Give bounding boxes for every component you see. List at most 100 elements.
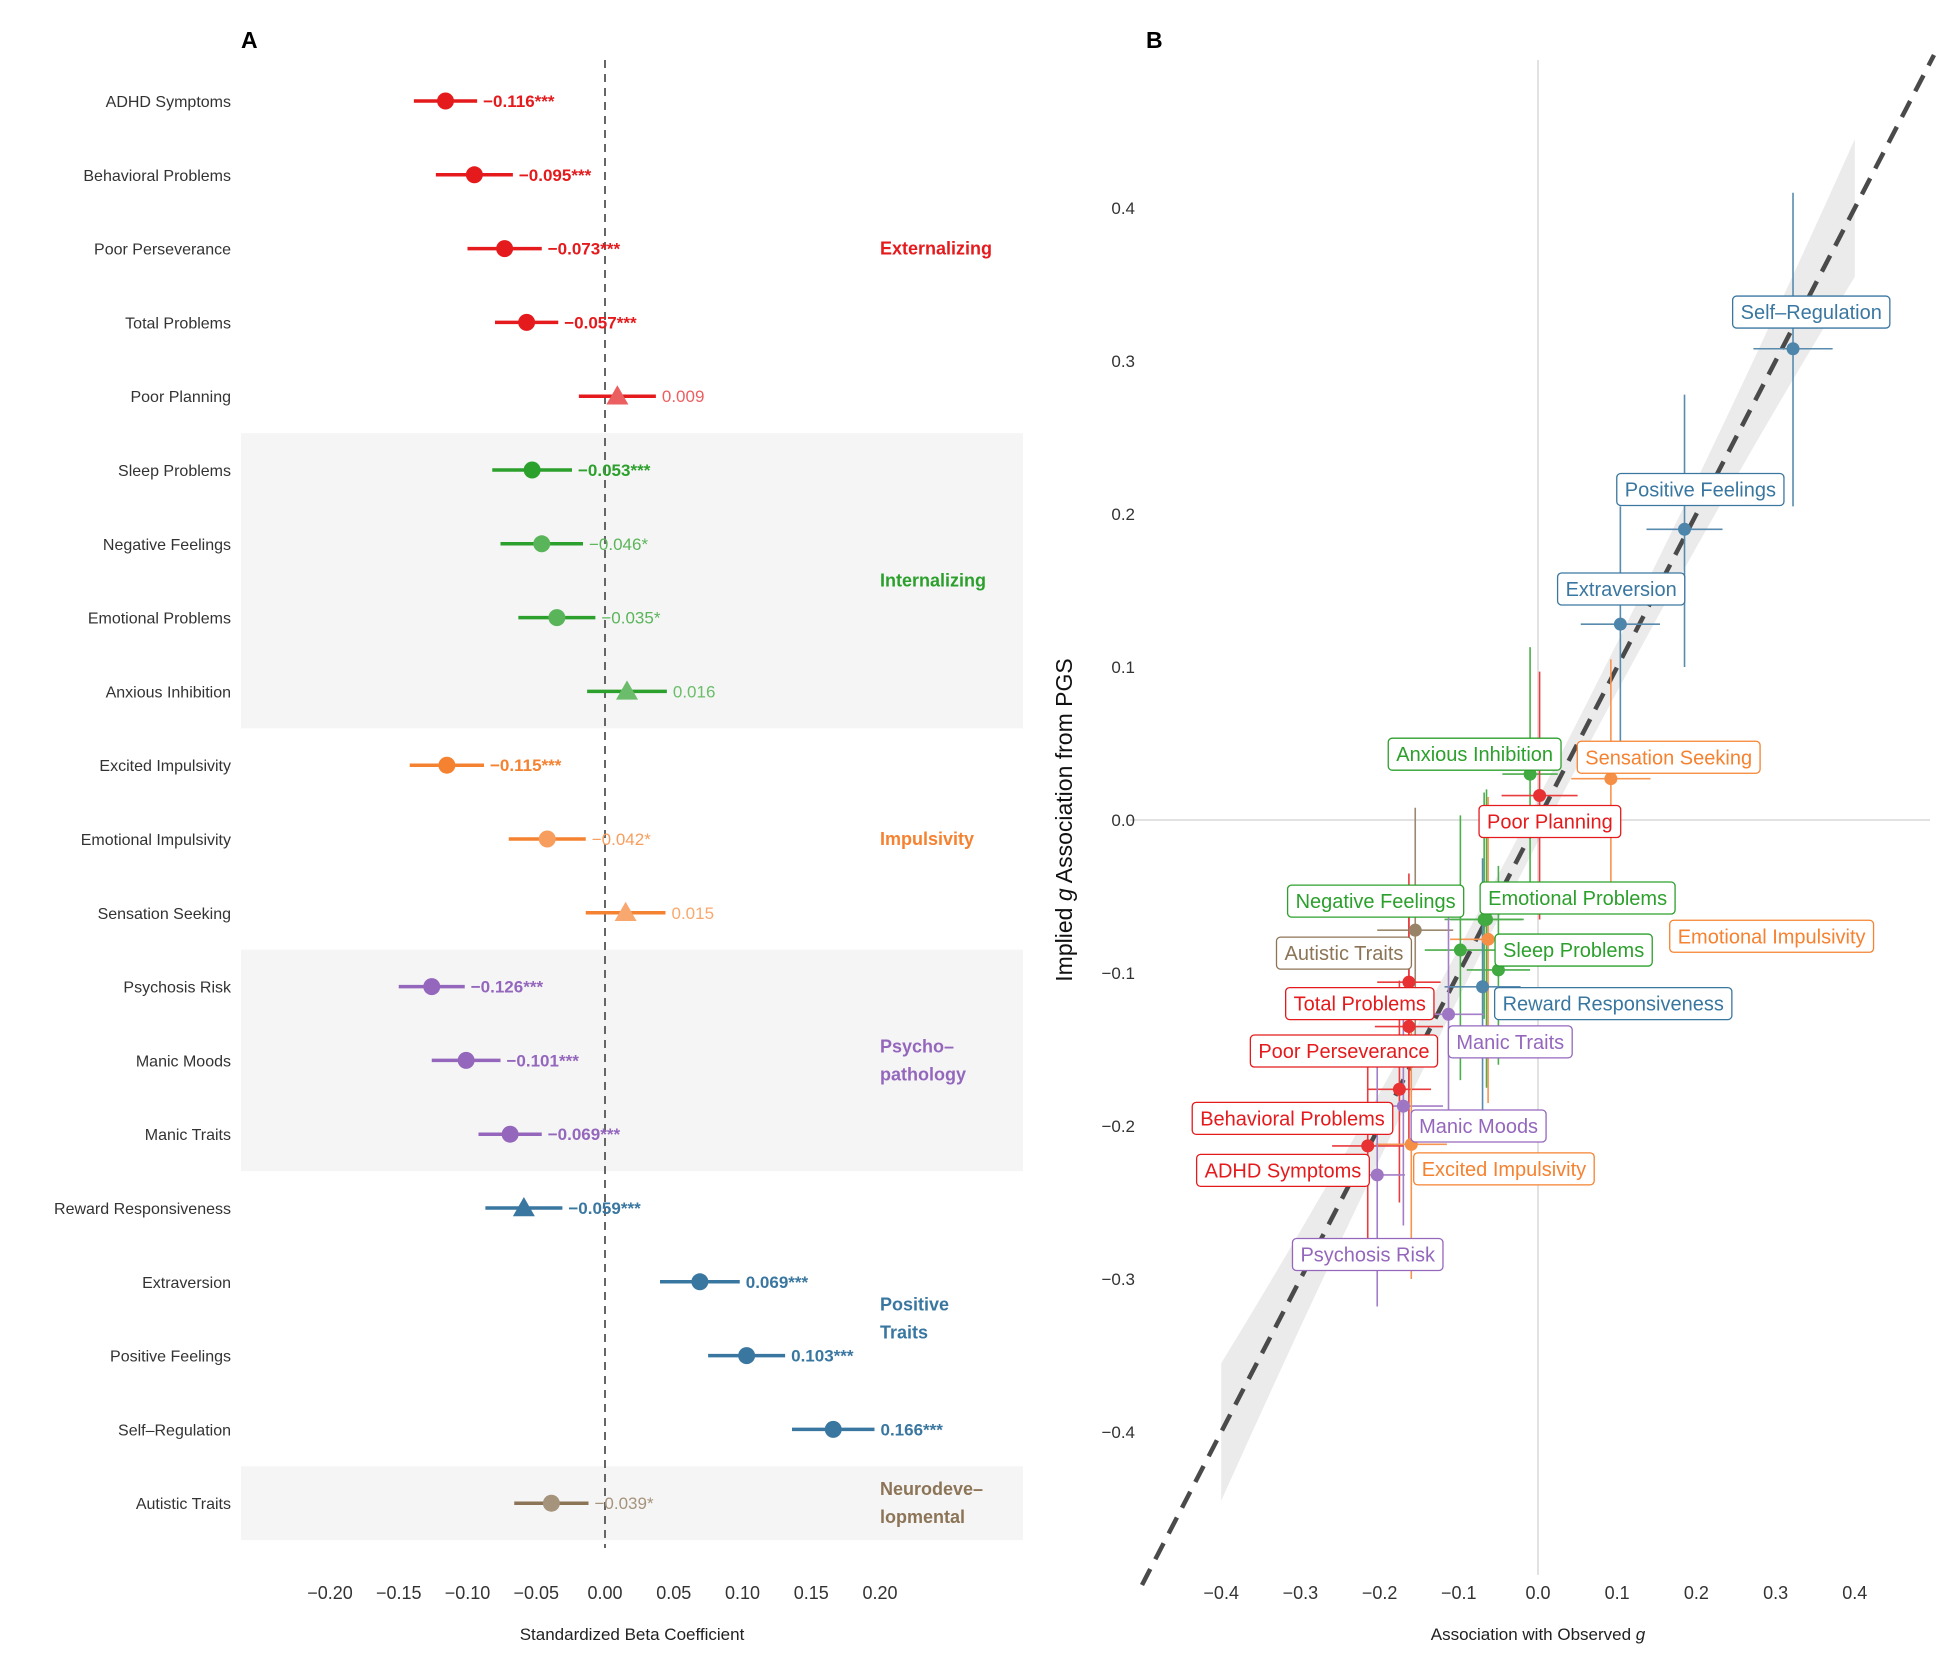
estimate-label: 0.009: [662, 387, 705, 406]
row-label: Emotional Impulsivity: [81, 832, 231, 849]
panel-letter-a: A: [241, 27, 258, 53]
label-text: Manic Moods: [1419, 1116, 1538, 1138]
point-label: Emotional Impulsivity: [1669, 919, 1875, 953]
forest-row: Self–Regulation 0.166***: [118, 1420, 943, 1439]
point-estimate: [538, 830, 556, 848]
point-estimate-triangle: [512, 1197, 535, 1217]
scatter-point: [1481, 932, 1495, 946]
scatter-point: [1370, 1168, 1384, 1182]
y-axis-title-suffix: Association from PGS: [1051, 658, 1077, 888]
point-label: Behavioral Problems: [1191, 1101, 1394, 1135]
forest-row: Autistic Traits −0.039*: [136, 1494, 654, 1513]
row-label: Reward Responsiveness: [54, 1201, 231, 1218]
x-tick-label: 0.15: [794, 1583, 829, 1603]
label-box: [1576, 740, 1761, 774]
group-label: Psycho–: [880, 1036, 954, 1056]
row-label: Poor Planning: [130, 389, 231, 406]
point-estimate: [518, 313, 536, 331]
row-label: Sensation Seeking: [98, 906, 231, 923]
point-label: Reward Responsiveness: [1493, 986, 1733, 1021]
x-axis-title: Association with Observed g: [1431, 1625, 1646, 1644]
scatter-point: [1396, 1099, 1410, 1113]
point-estimate: [691, 1273, 709, 1291]
group-band: [241, 433, 1023, 729]
row-label: Excited Impulsivity: [99, 758, 231, 775]
point-label: Negative Feelings: [1286, 884, 1465, 918]
point-estimate-triangle: [614, 901, 637, 922]
forest-row: Psychosis Risk −0.126***: [123, 978, 543, 997]
label-text: Positive Feelings: [1625, 480, 1776, 502]
row-label: Autistic Traits: [136, 1496, 231, 1513]
estimate-label: −0.101***: [507, 1051, 580, 1070]
label-text: Autistic Traits: [1284, 943, 1403, 965]
label-text: Emotional Problems: [1488, 888, 1667, 910]
y-axis-title-var: g: [1051, 888, 1077, 901]
point-estimate: [438, 756, 456, 774]
label-text: Reward Responsiveness: [1503, 994, 1724, 1016]
x-tick-label: 0.05: [656, 1583, 691, 1603]
x-tick-label: −0.05: [513, 1583, 559, 1603]
point-label: Emotional Problems: [1479, 881, 1676, 915]
point-label: Poor Perseverance: [1249, 1034, 1439, 1068]
label-box: [1275, 936, 1413, 970]
point-label: Psychosis Risk: [1291, 1237, 1444, 1272]
point-label: Extraversion: [1556, 572, 1686, 606]
forest-row: Sensation Seeking 0.015: [98, 901, 714, 923]
group-bands: [241, 433, 1023, 1541]
x-axis-ticks: −0.20 −0.15 −0.10 −0.05 0.00 0.05 0.10 0.15 0.20: [307, 1583, 897, 1603]
forest-row: Poor Planning 0.009: [130, 385, 704, 406]
row-label: Manic Traits: [145, 1127, 231, 1144]
label-text: Extraversion: [1566, 579, 1677, 601]
x-axis-title-var: g: [1636, 1625, 1646, 1644]
label-box: [1479, 881, 1676, 915]
label-text: Poor Perseverance: [1258, 1041, 1429, 1063]
forest-row: Manic Moods −0.101***: [136, 1051, 579, 1070]
scatter-point: [1533, 789, 1547, 803]
label-box: [1493, 986, 1733, 1021]
scatter-point: [1476, 980, 1490, 994]
row-label: Anxious Inhibition: [106, 684, 231, 701]
point-label: ADHD Symptoms: [1195, 1153, 1370, 1188]
label-box: [1731, 295, 1891, 329]
y-axis-title: Implied g Association from PGS: [1051, 658, 1077, 981]
estimate-label: −0.126***: [471, 978, 544, 997]
group-label: lopmental: [880, 1507, 965, 1527]
point-label: Positive Feelings: [1616, 472, 1785, 507]
scatter-point: [1786, 342, 1800, 356]
x-axis-title-text: Association with Observed: [1431, 1625, 1636, 1644]
x-tick-label: −0.2: [1362, 1583, 1398, 1603]
point-label: Manic Traits: [1447, 1025, 1573, 1059]
row-label: Sleep Problems: [118, 463, 231, 480]
point-label: Sleep Problems: [1494, 933, 1653, 967]
label-box: [1285, 986, 1435, 1021]
label-box: [1410, 1109, 1547, 1143]
estimate-label: −0.039*: [595, 1494, 654, 1513]
point-estimate: [738, 1347, 756, 1365]
point-label: Anxious Inhibition: [1387, 737, 1562, 771]
estimate-label: 0.069***: [746, 1273, 809, 1292]
estimate-label: −0.069***: [548, 1125, 621, 1144]
point-estimate: [548, 609, 566, 627]
estimate-label: −0.116***: [483, 92, 555, 111]
estimate-label: 0.166***: [881, 1420, 944, 1439]
forest-row: Anxious Inhibition 0.016: [106, 680, 715, 701]
x-tick-label: 0.00: [587, 1583, 622, 1603]
panel-a: ADHD Symptoms −0.116*** Behavioral Problem…: [54, 27, 1023, 1644]
scatter-point: [1613, 617, 1627, 631]
label-text: Sleep Problems: [1503, 940, 1644, 962]
label-box: [1556, 572, 1686, 606]
scatter-point: [1453, 943, 1467, 957]
row-label: Manic Moods: [136, 1053, 231, 1070]
label-text: Negative Feelings: [1296, 891, 1456, 913]
forest-row: Positive Feelings 0.103***: [110, 1347, 854, 1366]
row-label: ADHD Symptoms: [106, 94, 231, 111]
point-estimate: [533, 535, 551, 553]
row-label: Poor Perseverance: [94, 242, 231, 259]
estimate-label: −0.035*: [601, 609, 660, 628]
label-text: Self–Regulation: [1741, 302, 1882, 324]
forest-row: ADHD Symptoms −0.116***: [106, 92, 555, 111]
forest-row: Reward Responsiveness −0.059***: [54, 1197, 641, 1218]
point-estimate: [542, 1494, 560, 1512]
y-tick-label: −0.4: [1101, 1423, 1135, 1442]
scatter-point: [1392, 1082, 1406, 1096]
